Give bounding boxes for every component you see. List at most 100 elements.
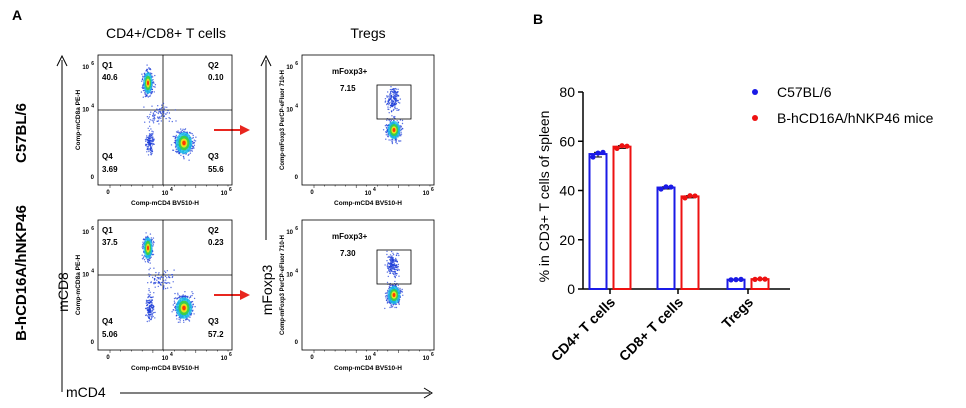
tick-exp4-y: 4	[295, 104, 298, 110]
data-point	[728, 277, 734, 283]
tick-exp6-x: 6	[229, 352, 232, 358]
quadrant-q1-label: Q1	[102, 61, 113, 70]
data-point	[658, 186, 664, 192]
category-label: CD4+ T cells	[548, 294, 619, 365]
tick-exp4-y: 4	[91, 269, 94, 275]
plot-xlabel-cd4: Comp-mCD4 BV510-H	[334, 365, 402, 372]
mfoxp3-axis-label: mFoxp3	[259, 265, 275, 316]
tick-exp4-x: 4	[170, 187, 173, 193]
col2-title: Tregs	[350, 25, 385, 41]
tick-zero-y: 0	[91, 340, 95, 346]
legend-marker	[752, 115, 758, 121]
bar-chart: 0 20 40 60 80 % in CD3+ T cells of spleen CD4+…	[536, 84, 934, 364]
tick-10-y: 10	[286, 230, 293, 236]
tick-zero-y: 0	[91, 175, 95, 181]
tick-10-y: 10	[286, 273, 293, 279]
plot-xlabel-cd4: Comp-mCD4 BV510-H	[131, 365, 199, 372]
category-label: Tregs	[718, 294, 756, 332]
tick-exp4-x: 4	[373, 352, 376, 358]
tick-10-y: 10	[82, 65, 89, 71]
tick-zero-x: 0	[106, 190, 110, 196]
quadrant-q4-label: Q4	[102, 152, 113, 161]
gate-label: mFoxp3+	[332, 67, 368, 76]
legend-label: C57BL/6	[777, 84, 832, 100]
quadrant-q3-label: Q3	[208, 152, 219, 161]
foxp3-gate	[376, 249, 412, 285]
gate-label: mFoxp3+	[332, 232, 368, 241]
plot-ylabel-foxp3: Comp-mFoxp3 PerCP-eFluor 710-H	[280, 235, 286, 335]
tick-exp6-x: 6	[431, 187, 434, 193]
data-point	[757, 276, 763, 282]
arrow-row1	[214, 125, 250, 135]
tick-exp6-y: 6	[91, 61, 94, 67]
tick-10-y: 10	[82, 230, 89, 236]
legend-label: B-hCD16A/hNKP46 mice	[777, 110, 934, 126]
data-point	[624, 143, 630, 149]
tick-10-x: 10	[221, 191, 228, 197]
panel-b-label: B	[533, 11, 543, 27]
panel-a-label: A	[12, 7, 22, 23]
tick-10-x: 10	[423, 191, 430, 197]
quadrant-q3-label: Q3	[208, 317, 219, 326]
quadrant-q3-value: 55.6	[208, 165, 224, 174]
data-point	[600, 149, 606, 155]
plot-ylabel-cd8: Comp-mCD8a PE-H	[75, 255, 82, 316]
y-axis-title: % in CD3+ T cells of spleen	[536, 111, 552, 283]
quadrant-q4-value: 3.69	[102, 165, 118, 174]
tick-zero-x: 0	[106, 355, 110, 361]
data-point	[682, 195, 688, 201]
quadrant-q2-label: Q2	[208, 226, 219, 235]
data-point	[762, 276, 768, 282]
mcd4-axis-arrowhead	[423, 387, 433, 399]
quadrant-q4-value: 5.06	[102, 330, 118, 339]
tick-exp6-y: 6	[295, 61, 298, 67]
quadrant-q2-label: Q2	[208, 61, 219, 70]
bar	[656, 186, 676, 290]
data-point	[590, 154, 596, 160]
tick-10-y: 10	[286, 65, 293, 71]
tick-exp6-y: 6	[91, 226, 94, 232]
tick-exp4-y: 4	[91, 104, 94, 110]
tick-10-x: 10	[162, 356, 169, 362]
plot-ylabel-cd8: Comp-mCD8a PE-H	[75, 90, 82, 151]
row-label-c57: C57BL/6	[13, 103, 30, 163]
arrow-row2	[214, 290, 250, 300]
tick-10-x: 10	[423, 356, 430, 362]
tick-exp6-x: 6	[229, 187, 232, 193]
data-point	[668, 184, 674, 190]
y-tick-label: 0	[567, 281, 575, 297]
tick-10-x: 10	[162, 191, 169, 197]
tick-zero-y: 0	[295, 340, 299, 346]
mfoxp3-axis-arrowhead	[260, 54, 272, 67]
quadrant-q1-value: 37.5	[102, 238, 118, 247]
tick-10-x: 10	[221, 356, 228, 362]
quadrant-q4-label: Q4	[102, 317, 113, 326]
tick-exp4-x: 4	[170, 352, 173, 358]
quadrant-q2-value: 0.10	[208, 73, 224, 82]
tick-zero-x: 0	[310, 355, 314, 361]
category-label: CD8+ T cells	[616, 294, 687, 365]
tick-zero-y: 0	[295, 175, 299, 181]
foxp3-value: 7.30	[340, 249, 356, 258]
plot-ylabel-foxp3: Comp-mFoxp3 PerCP-eFluor 710-H	[280, 70, 286, 170]
plot-xlabel-cd4: Comp-mCD4 BV510-H	[334, 200, 402, 207]
y-tick-label: 60	[559, 133, 575, 149]
data-point	[692, 193, 698, 199]
mcd8-axis-label: mCD8	[55, 272, 71, 312]
y-tick-label: 40	[559, 183, 575, 199]
data-point	[752, 276, 758, 282]
data-point	[595, 150, 601, 156]
tick-exp4-y: 4	[295, 269, 298, 275]
mcd4-axis-label: mCD4	[66, 384, 106, 400]
tick-10-y: 10	[82, 108, 89, 114]
bar	[612, 145, 632, 290]
tick-10-y: 10	[286, 108, 293, 114]
tick-exp6-x: 6	[431, 352, 434, 358]
data-point	[687, 193, 693, 199]
quadrant-q1-label: Q1	[102, 226, 113, 235]
